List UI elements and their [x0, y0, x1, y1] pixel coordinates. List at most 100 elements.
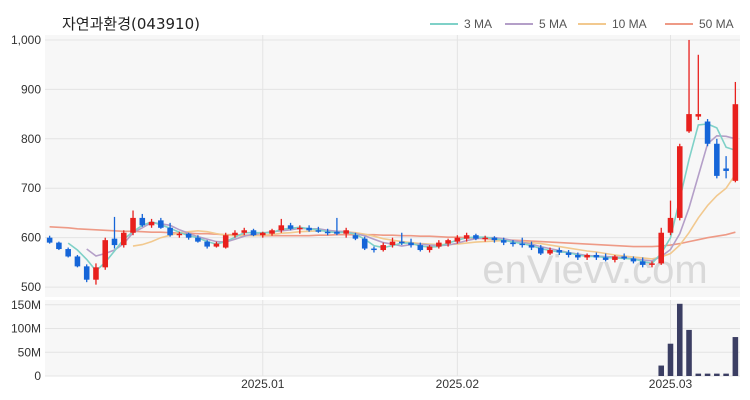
candle-body: [352, 235, 359, 239]
candle-body: [361, 238, 368, 249]
candle-body: [500, 240, 507, 243]
candle-body: [676, 146, 683, 218]
candle-body: [46, 237, 53, 243]
x-tick-label: 2025.01: [241, 377, 285, 391]
candle-body: [241, 230, 248, 233]
candle-body: [83, 266, 90, 280]
volume-panel: [45, 300, 740, 376]
candle-body: [445, 240, 451, 244]
candle-body: [297, 227, 303, 230]
volume-bar: [732, 337, 739, 376]
candle-body: [473, 235, 479, 239]
candle-body: [547, 250, 553, 254]
candle-body: [408, 242, 414, 246]
volume-bar: [704, 373, 711, 376]
candle-body: [278, 225, 285, 231]
candle-body: [686, 114, 692, 132]
x-tick-label: 2025.03: [649, 377, 693, 391]
legend-item: 50 MA: [665, 17, 734, 31]
candle-body: [222, 235, 229, 248]
candle-body: [306, 227, 312, 231]
candle-body: [426, 246, 433, 251]
price-panel: [45, 35, 740, 297]
legend-label: 5 MA: [539, 17, 568, 31]
candle-body: [491, 237, 498, 241]
candle-body: [417, 245, 424, 251]
candle-body: [232, 232, 238, 236]
candle-body: [723, 168, 729, 171]
candle-body: [343, 230, 349, 234]
chart-title: 자연과환경(043910): [62, 15, 200, 33]
candle-body: [213, 243, 220, 247]
candle-body: [510, 242, 516, 245]
candle-body: [667, 217, 674, 233]
legend-item: 10 MA: [578, 17, 647, 31]
candle-body: [102, 240, 109, 268]
x-tick-label: 2025.02: [436, 377, 480, 391]
candle-body: [158, 220, 164, 228]
candle-body: [612, 256, 618, 260]
candle-body: [204, 241, 210, 247]
volume-bar: [723, 373, 729, 376]
volume-tick-label: 100M: [11, 322, 41, 336]
candle-body: [602, 257, 609, 260]
candle-body: [649, 263, 655, 265]
candle-body: [454, 237, 461, 242]
price-tick-label: 500: [21, 280, 41, 294]
legend-swatch: [665, 23, 693, 25]
volume-bar: [676, 303, 683, 376]
candle-body: [463, 235, 470, 239]
candle-body: [56, 242, 62, 250]
legend-item: 3 MA: [430, 17, 492, 31]
candle-body: [732, 104, 739, 181]
volume-tick-label: 0: [34, 369, 41, 383]
candle-body: [139, 217, 146, 226]
candle-body: [195, 237, 201, 242]
candle-body: [130, 217, 136, 233]
volume-bar: [714, 373, 720, 376]
price-tick-label: 600: [21, 231, 41, 245]
candle-body: [593, 254, 600, 258]
candle-body: [380, 245, 387, 251]
candle-body: [482, 237, 488, 240]
legend-swatch: [430, 23, 458, 25]
ma50-line: [49, 226, 736, 248]
watermark: enVievv.com: [482, 248, 707, 292]
volume-tick-label: 50M: [18, 345, 41, 359]
candle-body: [120, 232, 127, 246]
legend-label: 3 MA: [464, 17, 493, 31]
candle-body: [436, 242, 442, 247]
candle-body: [575, 254, 581, 258]
candle-body: [111, 238, 118, 246]
candle-body: [695, 114, 702, 117]
candle-body: [621, 256, 627, 259]
candle-body: [371, 248, 377, 251]
candle-body: [185, 233, 192, 238]
candle-body: [556, 250, 563, 253]
candle-body: [528, 245, 535, 248]
candle-body: [639, 261, 646, 265]
candle-body: [630, 258, 637, 262]
price-tick-label: 700: [21, 181, 41, 195]
candle-body: [519, 243, 526, 246]
legend-swatch: [578, 23, 606, 25]
candle-body: [176, 233, 183, 236]
candle-body: [714, 143, 720, 176]
candle-body: [259, 232, 266, 236]
candle-body: [398, 241, 405, 244]
volume-bar: [695, 373, 702, 376]
legend-label: 50 MA: [699, 17, 734, 31]
candle-body: [704, 121, 711, 144]
candle-body: [250, 230, 257, 236]
candle-body: [537, 247, 544, 254]
candle-body: [324, 231, 331, 234]
candle-body: [167, 227, 173, 236]
price-tick-label: 1,000: [11, 33, 41, 47]
candle-body: [334, 231, 340, 234]
volume-tick-label: 150M: [11, 298, 41, 312]
candle-body: [148, 221, 155, 226]
candle-body: [93, 267, 99, 280]
price-tick-label: 900: [21, 82, 41, 96]
candle-body: [584, 254, 590, 258]
